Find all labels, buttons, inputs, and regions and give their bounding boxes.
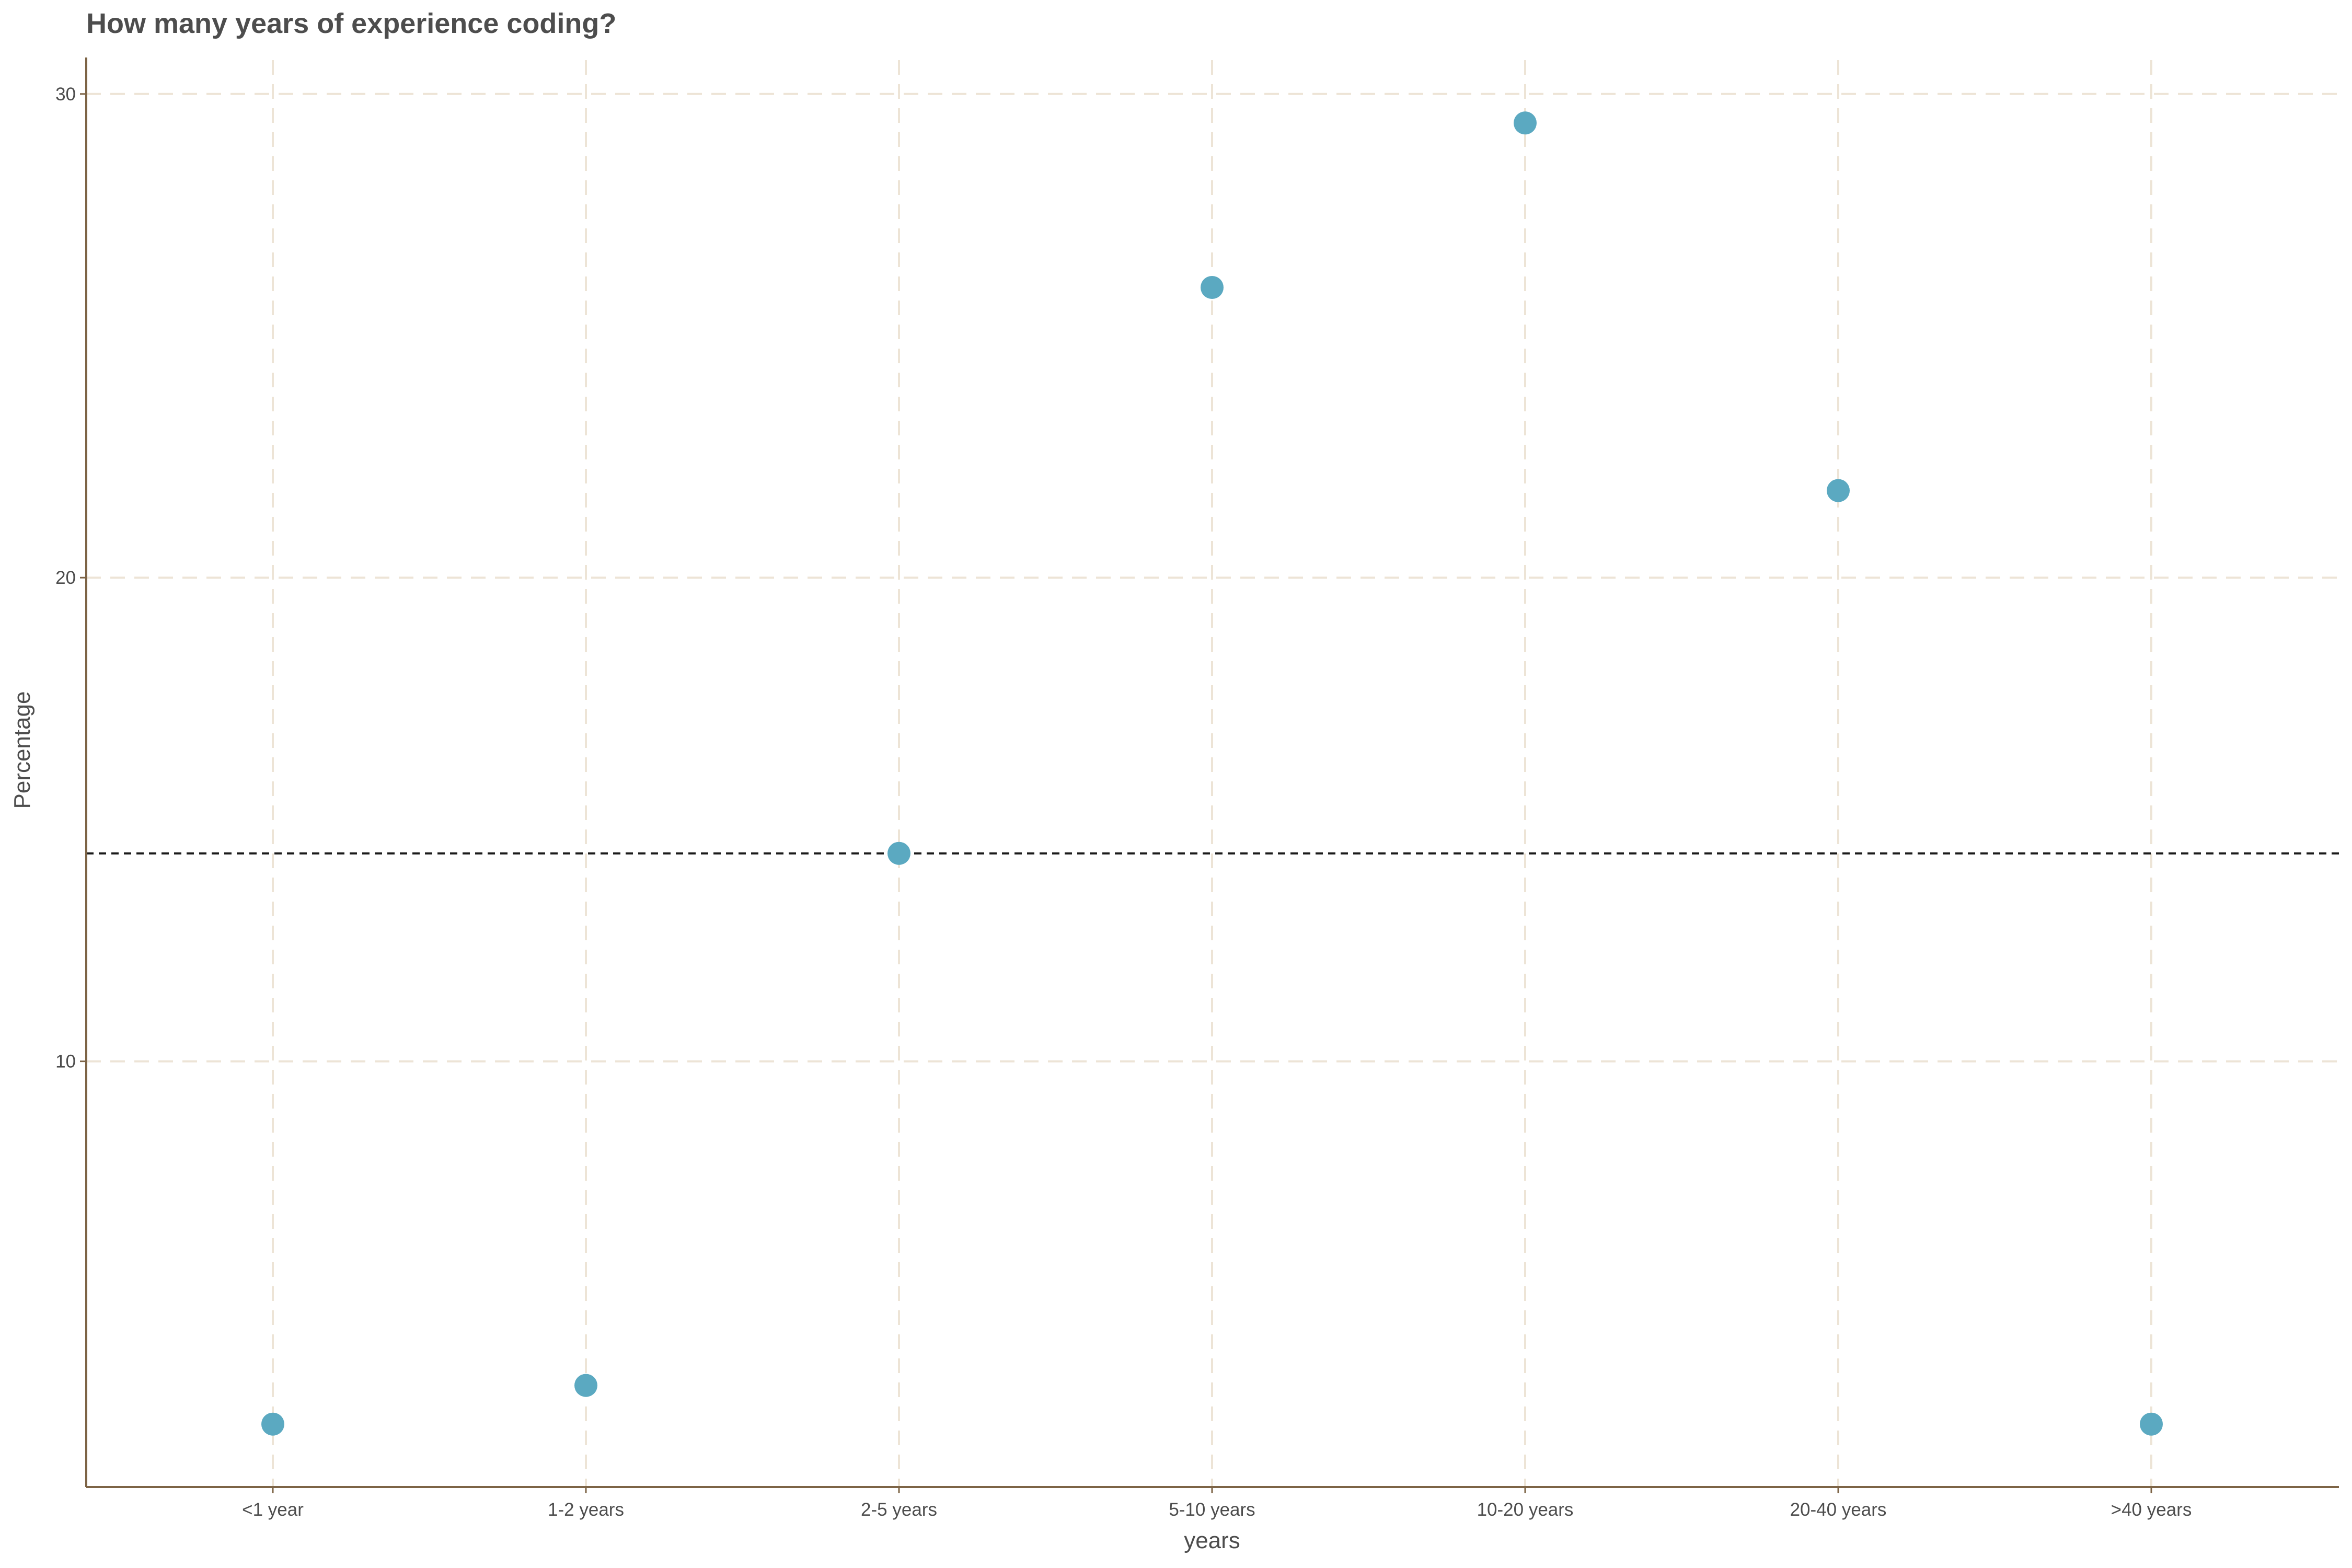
y-tick-label-10: 10 bbox=[55, 1052, 76, 1072]
x-tick-label-2: 2-5 years bbox=[861, 1500, 937, 1520]
axes-layer bbox=[80, 57, 2339, 1493]
data-point-3 bbox=[1201, 275, 1224, 299]
y-axis-title: Percentage bbox=[9, 691, 35, 809]
data-point-6 bbox=[2140, 1412, 2163, 1436]
data-point-0 bbox=[261, 1412, 284, 1436]
x-tick-label-6: >40 years bbox=[2111, 1500, 2192, 1520]
points-layer bbox=[261, 111, 2163, 1436]
x-tick-label-5: 20-40 years bbox=[1790, 1500, 1887, 1520]
x-tick-label-4: 10-20 years bbox=[1477, 1500, 1574, 1520]
y-tick-label-30: 30 bbox=[55, 84, 76, 105]
x-tick-label-1: 1-2 years bbox=[548, 1500, 624, 1520]
grid-layer bbox=[86, 60, 2339, 1487]
x-axis-title: years bbox=[1184, 1528, 1240, 1553]
data-point-1 bbox=[574, 1374, 597, 1397]
x-tick-label-3: 5-10 years bbox=[1169, 1500, 1255, 1520]
x-tick-label-0: <1 year bbox=[242, 1500, 304, 1520]
tick-labels-layer: 10 20 30 <1 year 1-2 years 2-5 years 5-10 year… bbox=[55, 84, 2192, 1520]
y-tick-label-20: 20 bbox=[55, 568, 76, 588]
data-point-4 bbox=[1514, 111, 1537, 135]
chart-title: How many years of experience coding? bbox=[86, 8, 616, 39]
data-point-5 bbox=[1827, 479, 1850, 502]
data-point-2 bbox=[887, 841, 910, 865]
